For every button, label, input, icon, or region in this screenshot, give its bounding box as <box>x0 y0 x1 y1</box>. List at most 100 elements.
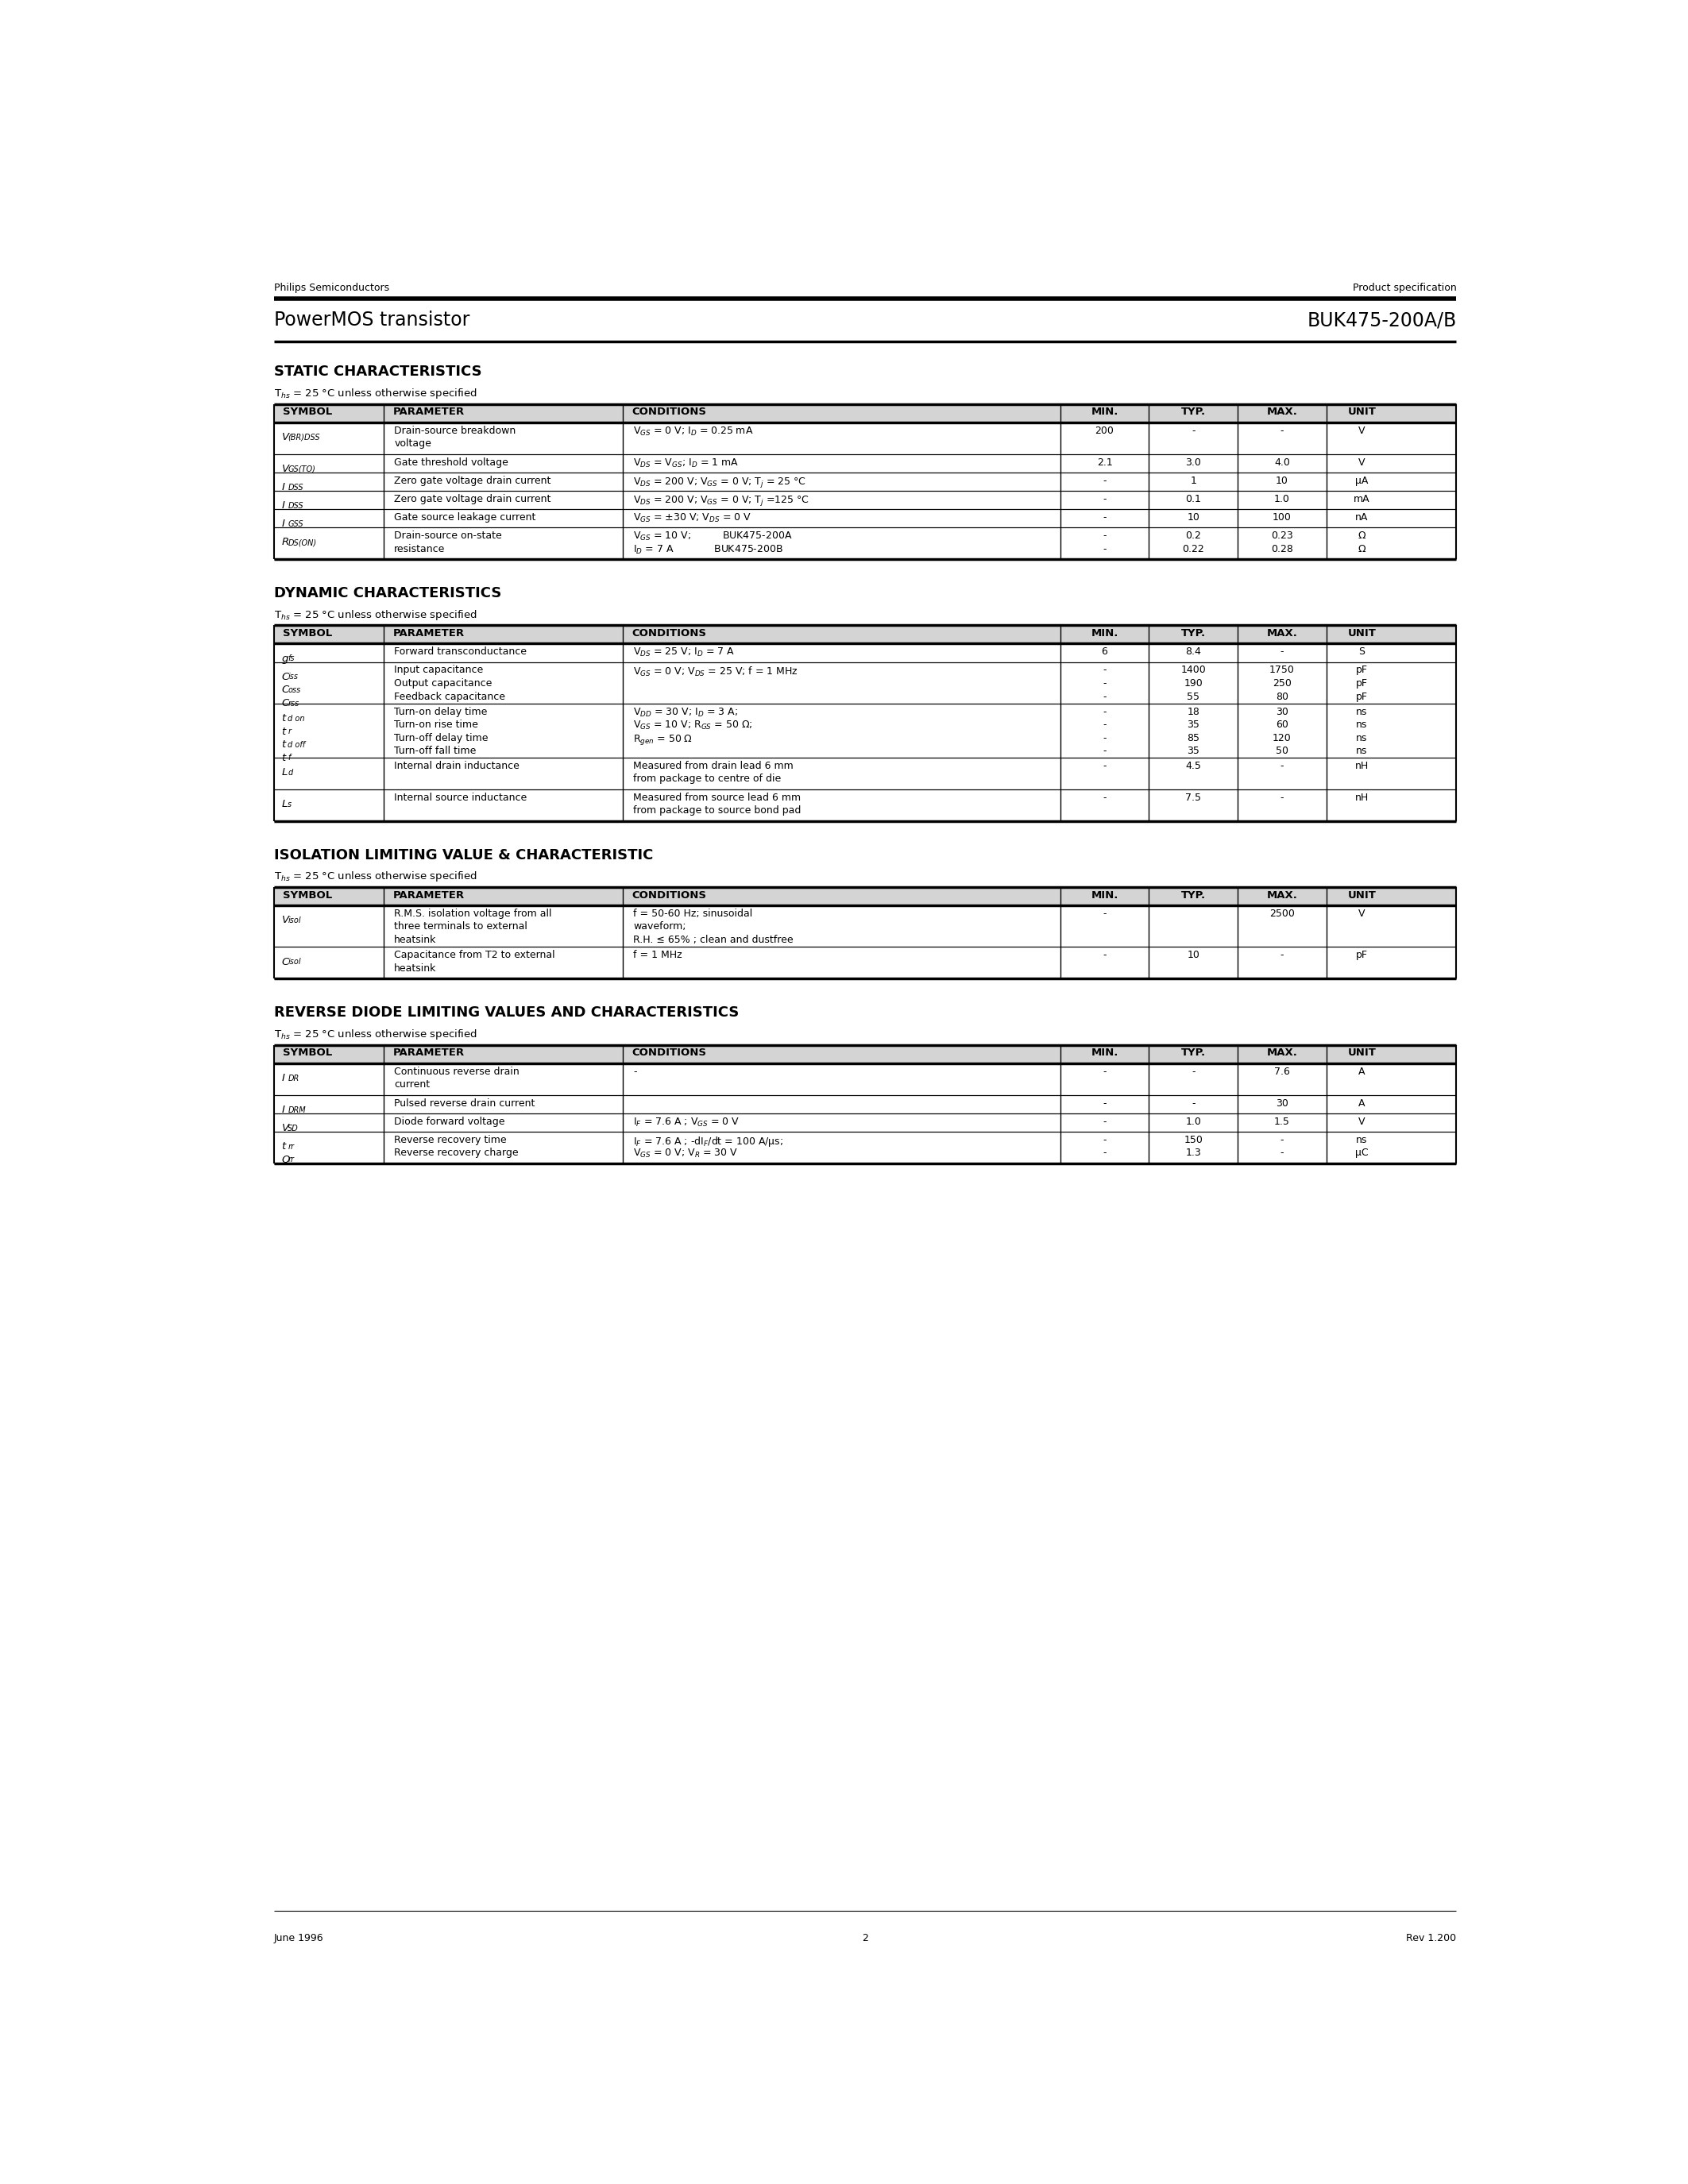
Text: Rev 1.200: Rev 1.200 <box>1406 1933 1457 1944</box>
Text: 1.3: 1.3 <box>1185 1149 1202 1158</box>
Text: V$_{DS}$ = 25 V; I$_{D}$ = 7 A: V$_{DS}$ = 25 V; I$_{D}$ = 7 A <box>633 646 734 660</box>
Text: REVERSE DIODE LIMITING VALUES AND CHARACTERISTICS: REVERSE DIODE LIMITING VALUES AND CHARAC… <box>273 1005 739 1020</box>
Bar <box>273 1044 1457 1064</box>
Text: -: - <box>1102 1136 1106 1144</box>
Text: Forward transconductance: Forward transconductance <box>395 646 527 657</box>
Text: Internal drain inductance: Internal drain inductance <box>395 760 520 771</box>
Text: 1400: 1400 <box>1180 666 1205 675</box>
Text: ns: ns <box>1355 1136 1367 1144</box>
Text: 30: 30 <box>1276 1099 1288 1107</box>
Text: t: t <box>282 753 285 762</box>
Text: -: - <box>1102 760 1106 771</box>
Text: R: R <box>282 537 289 548</box>
Text: L: L <box>282 767 287 778</box>
Text: Philips Semiconductors: Philips Semiconductors <box>273 282 388 293</box>
Text: 4.5: 4.5 <box>1185 760 1202 771</box>
Text: Capacitance from T2 to external: Capacitance from T2 to external <box>395 950 555 961</box>
Text: STATIC CHARACTERISTICS: STATIC CHARACTERISTICS <box>273 365 481 380</box>
Text: V: V <box>1359 426 1366 435</box>
Text: S: S <box>1359 646 1366 657</box>
Text: V$_{GS}$ = 0 V; V$_{R}$ = 30 V: V$_{GS}$ = 0 V; V$_{R}$ = 30 V <box>633 1149 738 1160</box>
Text: DR: DR <box>287 1075 299 1081</box>
Text: -: - <box>1102 1149 1106 1158</box>
Text: g: g <box>282 653 289 664</box>
Text: MAX.: MAX. <box>1266 629 1298 638</box>
Text: 7.5: 7.5 <box>1185 793 1202 802</box>
Text: I: I <box>282 483 285 494</box>
Text: Ω: Ω <box>1357 531 1366 542</box>
Text: ISOLATION LIMITING VALUE & CHARACTERISTIC: ISOLATION LIMITING VALUE & CHARACTERISTI… <box>273 847 653 863</box>
Text: resistance: resistance <box>395 544 446 555</box>
Text: pF: pF <box>1355 950 1367 961</box>
Text: DS(ON): DS(ON) <box>287 539 316 546</box>
Text: -: - <box>1102 1066 1106 1077</box>
Text: Turn-on delay time: Turn-on delay time <box>395 708 488 716</box>
Text: R.H. ≤ 65% ; clean and dustfree: R.H. ≤ 65% ; clean and dustfree <box>633 935 793 946</box>
Text: -: - <box>1192 426 1195 435</box>
Text: SYMBOL: SYMBOL <box>284 1048 333 1059</box>
Text: V$_{DS}$ = V$_{GS}$; I$_{D}$ = 1 mA: V$_{DS}$ = V$_{GS}$; I$_{D}$ = 1 mA <box>633 456 739 470</box>
Text: SYMBOL: SYMBOL <box>284 406 333 417</box>
Text: TYP.: TYP. <box>1182 629 1205 638</box>
Text: R.M.S. isolation voltage from all: R.M.S. isolation voltage from all <box>395 909 552 919</box>
Text: isol: isol <box>287 959 300 965</box>
Text: TYP.: TYP. <box>1182 891 1205 900</box>
Text: iss: iss <box>287 673 299 681</box>
Text: 50: 50 <box>1276 747 1288 756</box>
Text: V: V <box>282 915 289 926</box>
Text: -: - <box>1280 760 1285 771</box>
Text: 0.1: 0.1 <box>1185 494 1202 505</box>
Text: ns: ns <box>1355 747 1367 756</box>
Text: C: C <box>282 673 289 681</box>
Text: BUK475-200A/B: BUK475-200A/B <box>1307 310 1457 330</box>
Text: 35: 35 <box>1187 747 1200 756</box>
Text: MIN.: MIN. <box>1090 406 1117 417</box>
Text: V$_{DS}$ = 200 V; V$_{GS}$ = 0 V; T$_{j}$ = 25 °C: V$_{DS}$ = 200 V; V$_{GS}$ = 0 V; T$_{j}… <box>633 476 807 489</box>
Text: C: C <box>282 957 289 968</box>
Text: d on: d on <box>287 714 306 723</box>
Text: T$_{hs}$ = 25 °C unless otherwise specified: T$_{hs}$ = 25 °C unless otherwise specif… <box>273 869 478 885</box>
Text: 0.23: 0.23 <box>1271 531 1293 542</box>
Text: MIN.: MIN. <box>1090 891 1117 900</box>
Text: Turn-on rise time: Turn-on rise time <box>395 721 478 729</box>
Text: rss: rss <box>287 699 299 708</box>
Text: 0.2: 0.2 <box>1185 531 1202 542</box>
Text: UNIT: UNIT <box>1347 891 1376 900</box>
Text: Gate threshold voltage: Gate threshold voltage <box>395 456 508 467</box>
Text: 8.4: 8.4 <box>1185 646 1202 657</box>
Text: PARAMETER: PARAMETER <box>393 406 464 417</box>
Text: I: I <box>282 1105 285 1116</box>
Text: MIN.: MIN. <box>1090 1048 1117 1059</box>
Text: MAX.: MAX. <box>1266 1048 1298 1059</box>
Text: 35: 35 <box>1187 721 1200 729</box>
Text: 60: 60 <box>1276 721 1288 729</box>
Text: Ω: Ω <box>1357 544 1366 555</box>
Text: A: A <box>1359 1099 1366 1107</box>
Text: I$_{F}$ = 7.6 A ; -dI$_{F}$/dt = 100 A/μs;: I$_{F}$ = 7.6 A ; -dI$_{F}$/dt = 100 A/μ… <box>633 1136 783 1149</box>
Text: UNIT: UNIT <box>1347 629 1376 638</box>
Text: Output capacitance: Output capacitance <box>395 679 493 688</box>
Text: C: C <box>282 686 289 695</box>
Text: ns: ns <box>1355 721 1367 729</box>
Text: nH: nH <box>1355 793 1369 802</box>
Text: 200: 200 <box>1096 426 1114 435</box>
Text: V: V <box>1359 456 1366 467</box>
Text: isol: isol <box>287 917 300 924</box>
Text: μC: μC <box>1355 1149 1369 1158</box>
Text: Reverse recovery time: Reverse recovery time <box>395 1136 506 1144</box>
Text: TYP.: TYP. <box>1182 1048 1205 1059</box>
Text: SYMBOL: SYMBOL <box>284 891 333 900</box>
Text: oss: oss <box>287 686 300 695</box>
Text: 120: 120 <box>1273 734 1291 743</box>
Text: I: I <box>282 500 285 511</box>
Text: rr: rr <box>287 1142 294 1151</box>
Text: I: I <box>282 520 285 529</box>
Text: V$_{DS}$ = 200 V; V$_{GS}$ = 0 V; T$_{j}$ =125 °C: V$_{DS}$ = 200 V; V$_{GS}$ = 0 V; T$_{j}… <box>633 494 810 507</box>
Text: Zero gate voltage drain current: Zero gate voltage drain current <box>395 494 550 505</box>
Text: f: f <box>287 753 290 762</box>
Text: ns: ns <box>1355 708 1367 716</box>
Text: 3.0: 3.0 <box>1185 456 1202 467</box>
Text: μA: μA <box>1355 476 1369 485</box>
Text: from package to source bond pad: from package to source bond pad <box>633 806 802 817</box>
Text: t: t <box>282 714 285 723</box>
